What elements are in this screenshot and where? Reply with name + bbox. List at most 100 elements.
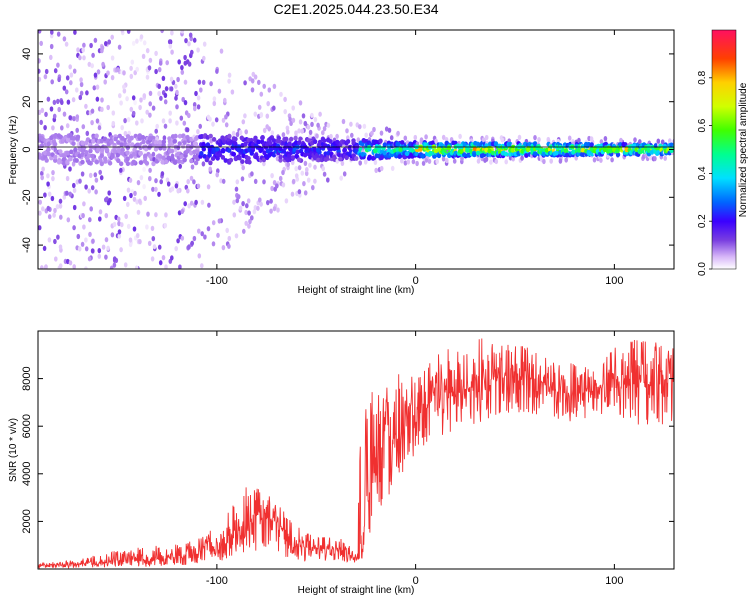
spectrogram-cell [298, 100, 303, 106]
spectrogram-cell [86, 110, 90, 116]
spectrogram-cell [180, 69, 185, 75]
spectrogram-cell [187, 61, 192, 67]
spectrogram-cell [243, 141, 248, 147]
spectrogram-cell [75, 87, 79, 93]
spectrogram-cell [129, 192, 133, 199]
spectrogram-cell [66, 258, 70, 265]
spectrogram-cell [81, 124, 86, 130]
spectrogram-cell [234, 233, 239, 239]
spectrogram-cell [180, 65, 184, 71]
spectrogram-cell [110, 34, 114, 40]
spectrogram-cell [57, 106, 61, 113]
spectrogram-cell [109, 139, 114, 145]
spectrogram-cell [436, 146, 442, 152]
spectrogram-cell [47, 214, 52, 220]
spectrogram-cell [141, 139, 146, 145]
spectrogram-cell [46, 173, 50, 179]
spectrogram-cell [452, 158, 457, 164]
spectrogram-cell [187, 112, 191, 119]
spectrogram-cell [89, 206, 93, 212]
spectrogram-cell [154, 186, 158, 192]
spectrogram-cell [413, 134, 418, 141]
spectrogram-cell [345, 128, 349, 134]
spectrogram-cell [308, 134, 312, 140]
spectrogram-cell [489, 159, 493, 165]
spectrogram-cell [85, 130, 90, 136]
spectrogram-cell [84, 237, 88, 243]
spectrogram-cell [217, 218, 222, 224]
spectrogram-cell [340, 160, 345, 166]
spectrogram-cell [232, 212, 237, 218]
spectrogram-cell [164, 86, 169, 92]
spectrogram-cell [265, 113, 270, 119]
spectrogram-cell [91, 52, 95, 58]
spectrogram-cell [96, 146, 101, 152]
x-tick-label: -100 [206, 275, 228, 287]
spectrogram-cell [151, 186, 155, 192]
x-tick-label: 100 [605, 275, 623, 287]
spectrogram-cell [135, 120, 139, 126]
spectrogram-cell [242, 228, 246, 234]
spectrogram-cell [38, 210, 42, 216]
spectrogram-cell [163, 92, 168, 98]
spectrogram-cell [275, 183, 279, 189]
spectrogram-cell [106, 104, 110, 111]
spectrogram-cell [128, 153, 134, 159]
spectrogram-cell [524, 153, 529, 158]
spectrogram-cell [313, 139, 318, 145]
spectrogram-cell [389, 135, 394, 141]
spectrogram-cell [142, 40, 147, 46]
spectrogram-cell [140, 118, 144, 124]
spectrogram-cell [101, 244, 106, 250]
spectrogram-cell [40, 175, 44, 181]
spectrogram-cell [176, 151, 181, 157]
spectrogram-cell [107, 160, 113, 166]
spectrogram-cell [235, 131, 240, 138]
spectrogram-cell [291, 105, 296, 111]
spectrogram-cell [247, 210, 251, 216]
spectrogram-cell [460, 156, 464, 162]
spectrogram-cell [244, 220, 248, 226]
spectrogram-cell [126, 187, 131, 193]
spectrogram-cell [411, 159, 416, 165]
spectrogram-cell [176, 238, 180, 244]
spectrogram-cell [50, 79, 54, 85]
spectrogram-cell [214, 117, 219, 123]
spectrogram-cell [165, 177, 170, 183]
spectrogram-cell [38, 199, 42, 205]
spectrogram-cell [400, 140, 405, 145]
spectrogram-cell [41, 206, 45, 212]
spectrogram-cell [170, 255, 174, 261]
spectrogram-cell [119, 247, 123, 253]
spectrogram-cell [123, 118, 127, 124]
spectrogram-cell [159, 95, 163, 101]
spectrogram-cell [163, 222, 168, 229]
spectrogram-cell [295, 149, 300, 155]
spectrogram-cell [197, 228, 201, 234]
spectrogram-cell [270, 173, 274, 179]
spectrogram-cell [145, 224, 149, 230]
spectrogram-cell [82, 224, 86, 230]
spectrogram-cell [372, 126, 376, 133]
spectrogram-cell [465, 153, 470, 158]
y-tick-label: 6000 [21, 414, 33, 438]
spectrogram-cell [558, 158, 563, 164]
spectrogram-cell [563, 148, 569, 154]
spectrogram-cell [75, 136, 80, 141]
spectrogram-cell [88, 217, 92, 223]
spectrogram-cell [335, 133, 339, 139]
spectrogram-cell [329, 151, 334, 157]
spectrogram-cell [75, 127, 79, 133]
spectrogram-cell [54, 256, 58, 262]
spectrogram-cell [130, 59, 135, 65]
spectrogram-cell [133, 70, 137, 76]
spectrogram-cell [109, 265, 114, 269]
spectrogram-cell [105, 196, 109, 202]
spectrogram-cell [119, 161, 124, 167]
spectrogram-cell [89, 42, 93, 49]
spectrogram-cell [73, 147, 78, 153]
spectrogram-cell [61, 153, 66, 158]
spectrogram-cell [316, 147, 321, 153]
spectrogram-cell [179, 115, 184, 121]
spectrogram-cell [122, 88, 127, 94]
